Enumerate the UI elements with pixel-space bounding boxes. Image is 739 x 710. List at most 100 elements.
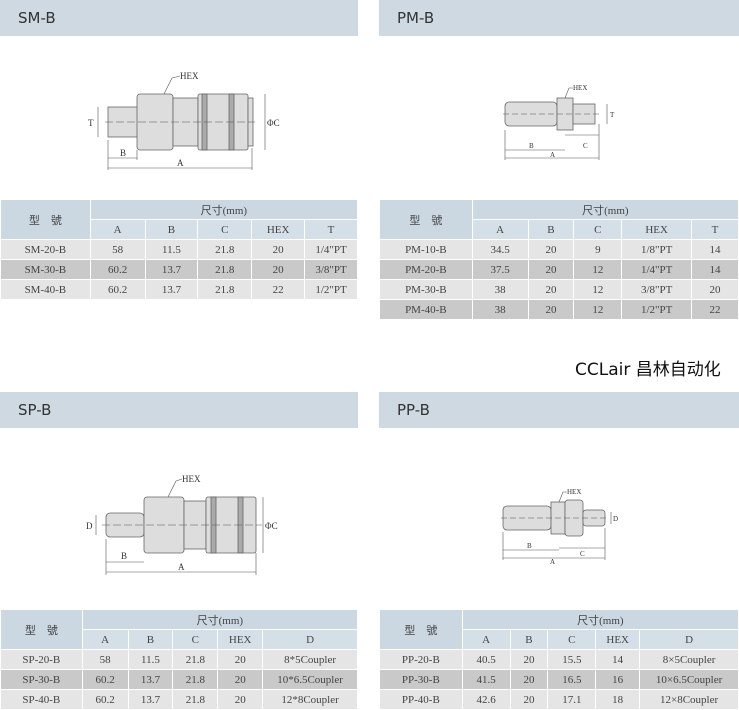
table-cell: 40.5 xyxy=(461,649,511,670)
table-cell: 20 xyxy=(217,669,264,690)
table-cell: 21.8 xyxy=(172,669,219,690)
t-label: T xyxy=(610,111,615,119)
table-cell: 1/4"PT xyxy=(621,259,693,280)
table-cell: 20 xyxy=(527,279,575,300)
model-header: 型 號 xyxy=(0,199,91,240)
pm-b-spec-table: 型 號尺寸(mm) A B C HEX T PM-10-B 34.5 20 9 1/8"PT 14 PM… xyxy=(379,199,739,320)
model-header: 型 號 xyxy=(379,199,473,240)
column-header: D xyxy=(639,629,739,650)
pm-b-drawing: HEX B C A T xyxy=(503,84,615,160)
table-cell: 8×5Coupler xyxy=(639,649,739,670)
table-cell: 1/4"PT xyxy=(304,239,358,260)
table-row: SM-20-B 58 11.5 21.8 20 1/4"PT xyxy=(0,239,358,260)
table-cell: 1/8"PT xyxy=(621,239,693,260)
table-cell: 13.7 xyxy=(127,689,174,710)
table-cell: 20 xyxy=(509,689,549,710)
table-cell: 13.7 xyxy=(144,259,199,280)
table-cell: 12×8Coupler xyxy=(639,689,739,710)
table-cell: 1/2"PT xyxy=(621,299,693,320)
column-header: B xyxy=(127,629,174,650)
section-title: PP-B xyxy=(397,401,430,419)
table-cell: SM-40-B xyxy=(0,279,91,300)
table-cell: 60.2 xyxy=(81,689,129,710)
column-header: C xyxy=(172,629,219,650)
table-cell: 12*8Coupler xyxy=(262,689,358,710)
sp-b-spec-table: 型 號尺寸(mm) A B C HEX D SP-20-B 58 11.5 21.8 20 8*5Co… xyxy=(0,609,359,710)
d-label: D xyxy=(86,521,93,531)
hex-label: HEX xyxy=(573,84,587,92)
table-cell: 21.8 xyxy=(197,239,253,260)
table-cell: SP-30-B xyxy=(0,669,83,690)
table-cell: 42.6 xyxy=(461,689,511,710)
column-header: A xyxy=(89,219,146,240)
table-row: PP-40-B 42.6 20 17.1 18 12×8Coupler xyxy=(379,689,739,710)
table-cell: SP-20-B xyxy=(0,649,83,670)
table-row: PP-30-B 41.5 20 16.5 16 10×6.5Coupler xyxy=(379,669,739,690)
column-header: B xyxy=(509,629,549,650)
table-cell: PM-40-B xyxy=(379,299,473,320)
column-header: HEX xyxy=(621,219,693,240)
table-cell: 17.1 xyxy=(547,689,597,710)
table-cell: 14 xyxy=(691,239,739,260)
table-cell: 34.5 xyxy=(471,239,529,260)
table-cell: PP-40-B xyxy=(379,689,463,710)
table-cell: 11.5 xyxy=(144,239,199,260)
a-label: A xyxy=(178,562,185,572)
column-header: C xyxy=(197,219,253,240)
table-cell: 16.5 xyxy=(547,669,597,690)
b-label: B xyxy=(120,148,126,158)
table-cell: 16 xyxy=(595,669,641,690)
column-header: T xyxy=(691,219,739,240)
size-header: 尺寸(mm) xyxy=(89,199,359,220)
table-cell: 20 xyxy=(251,259,306,280)
sm-b-drawing: HEX B A T ΦC xyxy=(88,71,280,170)
table-cell: 11.5 xyxy=(127,649,174,670)
table-row: SP-30-B 60.2 13.7 21.8 20 10*6.5Coupler xyxy=(0,669,358,690)
table-cell: 21.8 xyxy=(197,279,253,300)
column-header: HEX xyxy=(217,629,264,650)
section-title: SM-B xyxy=(18,9,56,27)
table-cell: 22 xyxy=(251,279,306,300)
hex-label: HEX xyxy=(567,488,581,496)
table-cell: 18 xyxy=(595,689,641,710)
table-row: PP-20-B 40.5 20 15.5 14 8×5Coupler xyxy=(379,649,739,670)
hex-label: HEX xyxy=(180,71,199,81)
pp-b-drawing: HEX B C A D xyxy=(501,488,618,565)
table-cell: SM-20-B xyxy=(0,239,91,260)
sp-b-drawing: HEX B A D ΦC xyxy=(86,474,278,575)
model-header: 型 號 xyxy=(379,609,463,650)
section-header-pm-b: PM-B xyxy=(379,0,739,36)
column-header: A xyxy=(461,629,511,650)
table-cell: 20 xyxy=(509,649,549,670)
b-label: B xyxy=(121,551,127,561)
column-header: T xyxy=(304,219,358,240)
pp-b-spec-table: 型 號尺寸(mm) A B C HEX D PP-20-B 40.5 20 15.5 14 8×5Co… xyxy=(379,609,739,710)
hex-label: HEX xyxy=(182,474,201,484)
table-cell: 3/8"PT xyxy=(621,279,693,300)
section-title: SP-B xyxy=(18,401,52,419)
table-cell: 15.5 xyxy=(547,649,597,670)
b-label: B xyxy=(527,542,532,550)
a-label: A xyxy=(550,151,555,159)
table-cell: 12 xyxy=(573,259,623,280)
c-label: ΦC xyxy=(267,118,280,128)
section-header-pp-b: PP-B xyxy=(379,392,739,428)
section-header-sm-b: SM-B xyxy=(0,0,358,36)
a-label: A xyxy=(177,158,184,168)
column-header: B xyxy=(527,219,575,240)
table-cell: 1/2"PT xyxy=(304,279,358,300)
size-header: 尺寸(mm) xyxy=(461,609,739,630)
column-header: B xyxy=(144,219,199,240)
b-label: B xyxy=(529,142,534,150)
table-cell: PP-30-B xyxy=(379,669,463,690)
table-cell: 20 xyxy=(691,279,739,300)
table-cell: 8*5Coupler xyxy=(262,649,358,670)
table-cell: 58 xyxy=(89,239,146,260)
table-cell: 12 xyxy=(573,279,623,300)
table-cell: 9 xyxy=(573,239,623,260)
table-cell: 10×6.5Coupler xyxy=(639,669,739,690)
table-cell: 14 xyxy=(691,259,739,280)
table-row: SP-20-B 58 11.5 21.8 20 8*5Coupler xyxy=(0,649,358,670)
sm-b-spec-table: 型 號尺寸(mm) A B C HEX T SM-20-B 58 11.5 21.8 20 1/4"P… xyxy=(0,199,359,300)
table-row: PM-10-B 34.5 20 9 1/8"PT 14 xyxy=(379,239,739,260)
